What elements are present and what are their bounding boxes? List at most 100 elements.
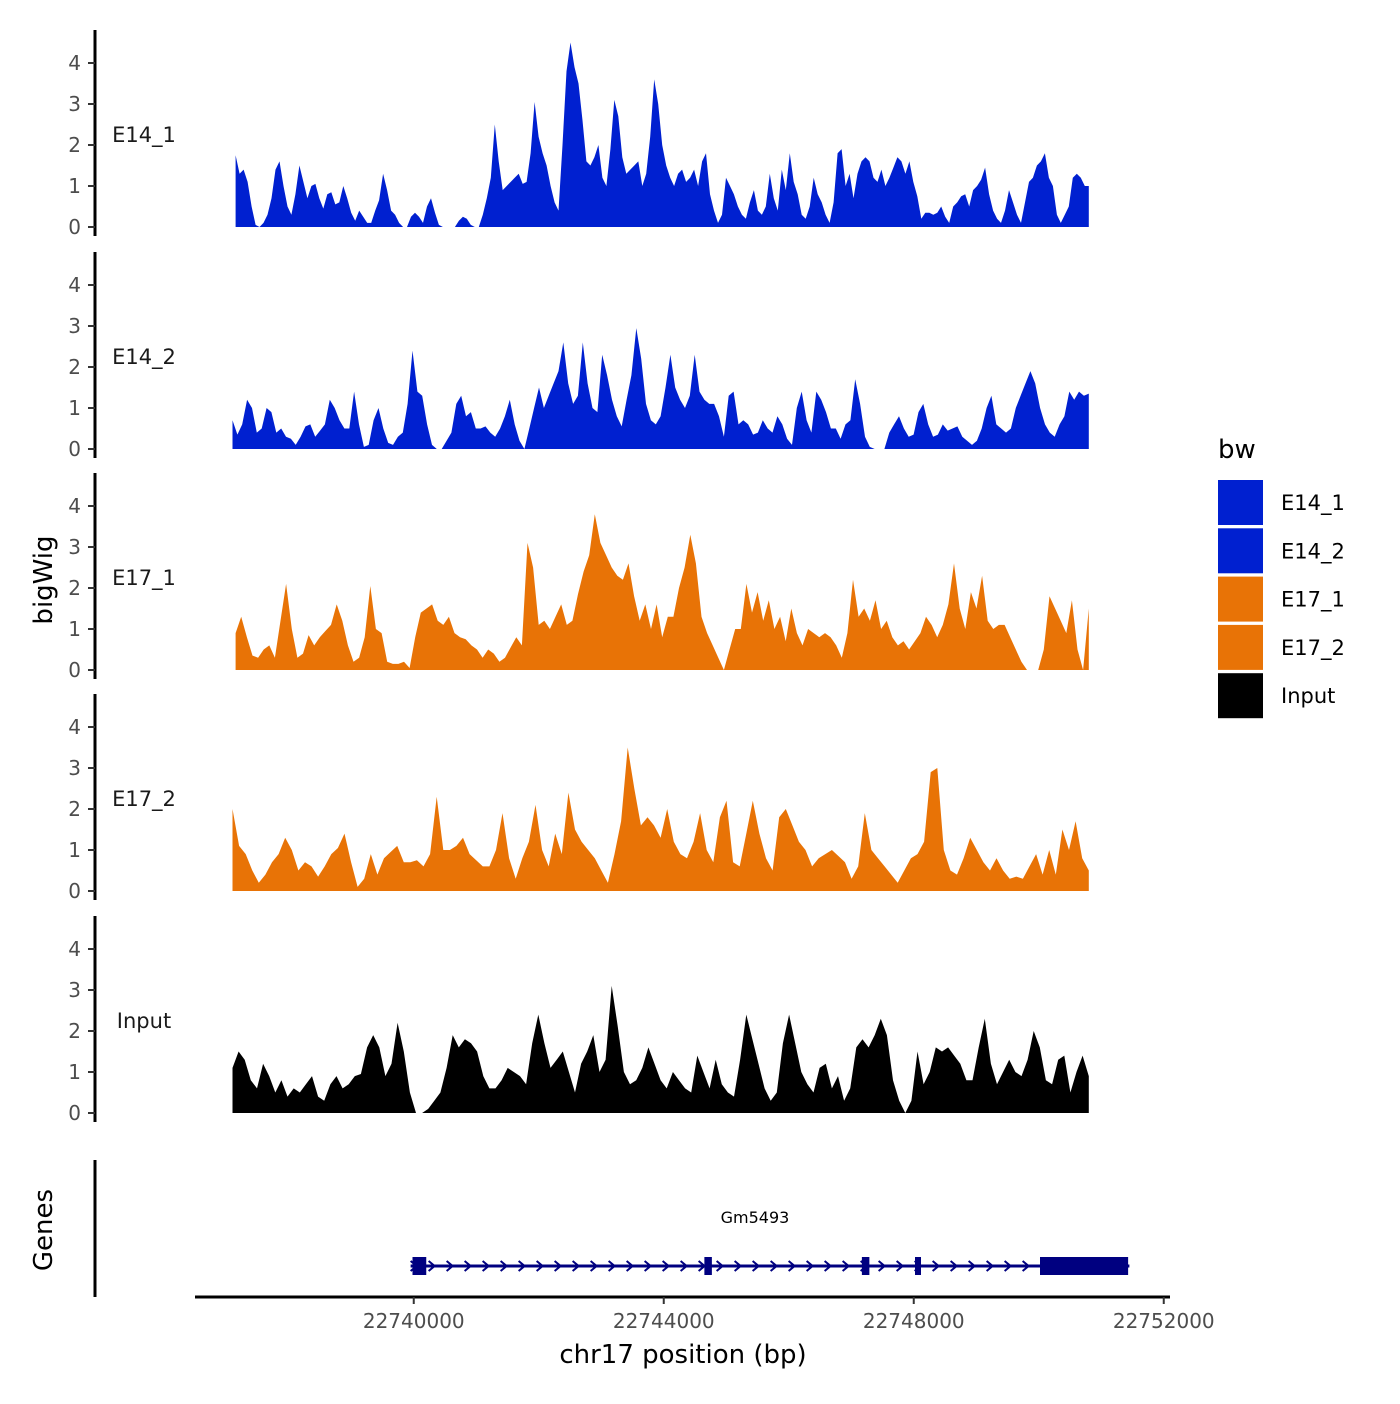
y-tick-label: 2: [68, 355, 81, 379]
strand-arrow: [625, 1260, 635, 1272]
strand-arrow: [535, 1260, 545, 1272]
track-label: E14_1: [112, 123, 176, 148]
legend-key-E14_1: [1218, 480, 1263, 525]
legend-label-E14_1: E14_1: [1281, 491, 1345, 516]
strand-arrow: [931, 1260, 941, 1272]
legend-title: bw: [1218, 435, 1256, 465]
tracks-layer: 0 1 2 3 4 E14_1 0 1 2 3 4 E14_2 0 1 2 3 4 E17_1 0 1 2 3 4 E17_2…: [68, 30, 1089, 1125]
legend-key-Input: [1218, 673, 1263, 719]
track-E14_2: 0 1 2 3 4 E14_2: [68, 252, 1089, 461]
strand-arrow: [643, 1260, 653, 1272]
y-tick-label: 0: [68, 879, 81, 903]
track-label: E17_2: [112, 787, 176, 812]
y-tick-label: 0: [68, 1101, 81, 1125]
coverage-area-E14_1: [235, 42, 1089, 227]
exon: [1040, 1257, 1129, 1275]
strand-arrow: [733, 1260, 743, 1272]
track-E14_1: 0 1 2 3 4 E14_1: [68, 30, 1089, 239]
y-tick-label: 3: [68, 756, 81, 780]
strand-arrow: [877, 1260, 887, 1272]
y-tick-label: 3: [68, 535, 81, 559]
y-tick-label: 3: [68, 978, 81, 1002]
exon: [412, 1257, 427, 1275]
y-tick-label: 3: [68, 314, 81, 338]
strand-arrow: [445, 1260, 455, 1272]
strand-arrow: [1021, 1260, 1031, 1272]
legend-label-E14_2: E14_2: [1281, 539, 1345, 564]
strand-arrow: [571, 1260, 581, 1272]
strand-arrow: [967, 1260, 977, 1272]
track-label: E17_1: [112, 566, 176, 591]
exon: [704, 1257, 712, 1275]
strand-arrow: [661, 1260, 671, 1272]
gene-track: Gm5493: [93, 1160, 1130, 1297]
y-tick-label: 2: [68, 576, 81, 600]
strand-arrow: [427, 1260, 437, 1272]
legend-label-E17_2: E17_2: [1281, 636, 1345, 661]
exon: [861, 1257, 870, 1275]
strand-arrow: [895, 1260, 905, 1272]
y-tick-label: 1: [68, 174, 81, 198]
track-Input: 0 1 2 3 4 Input: [68, 916, 1089, 1125]
x-axis-title: chr17 position (bp): [559, 1340, 806, 1370]
strand-arrow: [607, 1260, 617, 1272]
strand-arrow: [823, 1260, 833, 1272]
y-tick-label: 3: [68, 92, 81, 116]
y-tick-label: 4: [68, 937, 81, 961]
strand-arrow: [679, 1260, 689, 1272]
legend: bw E14_1 E14_2 E17_1 E17_2 Input: [1218, 435, 1345, 719]
strand-arrow: [481, 1260, 491, 1272]
x-tick-label: 22752000: [1113, 1309, 1215, 1333]
coverage-area-E14_2: [232, 328, 1089, 449]
strand-arrow: [787, 1260, 797, 1272]
y-tick-label: 4: [68, 494, 81, 518]
y-tick-label: 0: [68, 658, 81, 682]
y-tick-label: 4: [68, 273, 81, 297]
y-axis-title: bigWig: [29, 535, 59, 624]
legend-key-E17_1: [1218, 576, 1263, 622]
track-E17_2: 0 1 2 3 4 E17_2: [68, 694, 1089, 903]
y-tick-label: 0: [68, 215, 81, 239]
legend-key-E17_2: [1218, 624, 1263, 670]
strand-arrow: [463, 1260, 473, 1272]
y-tick-label: 4: [68, 51, 81, 75]
legend-key-E14_2: [1218, 528, 1263, 574]
y-tick-label: 2: [68, 133, 81, 157]
strand-arrow: [499, 1260, 509, 1272]
gene-name: Gm5493: [721, 1208, 790, 1227]
track-E17_1: 0 1 2 3 4 E17_1: [68, 473, 1089, 682]
y-tick-label: 1: [68, 396, 81, 420]
legend-label-Input: Input: [1281, 684, 1335, 708]
strand-arrow: [805, 1260, 815, 1272]
y-tick-label: 1: [68, 838, 81, 862]
gene-track-title: Genes: [29, 1189, 59, 1271]
strand-arrow: [553, 1260, 563, 1272]
exon: [915, 1257, 921, 1275]
coverage-area-E17_2: [232, 747, 1089, 891]
y-tick-label: 2: [68, 1019, 81, 1043]
coverage-area-E17_1: [235, 514, 1089, 670]
strand-arrow: [949, 1260, 959, 1272]
x-tick-label: 22740000: [363, 1309, 465, 1333]
strand-arrow: [589, 1260, 599, 1272]
track-label: E14_2: [112, 345, 176, 370]
track-label: Input: [117, 1009, 171, 1033]
strand-arrow: [715, 1260, 725, 1272]
y-tick-label: 4: [68, 715, 81, 739]
y-tick-label: 1: [68, 617, 81, 641]
strand-arrow: [1003, 1260, 1013, 1272]
strand-arrow: [841, 1260, 851, 1272]
strand-arrow: [517, 1260, 527, 1272]
y-tick-label: 1: [68, 1060, 81, 1084]
y-tick-label: 2: [68, 797, 81, 821]
x-tick-label: 22748000: [863, 1309, 965, 1333]
strand-arrow: [985, 1260, 995, 1272]
y-tick-label: 0: [68, 437, 81, 461]
legend-label-E17_1: E17_1: [1281, 588, 1345, 613]
x-axis: 22740000 22744000 22748000 22752000: [195, 1295, 1215, 1333]
x-tick-label: 22744000: [613, 1309, 715, 1333]
strand-arrow: [769, 1260, 779, 1272]
coverage-area-Input: [232, 985, 1089, 1113]
